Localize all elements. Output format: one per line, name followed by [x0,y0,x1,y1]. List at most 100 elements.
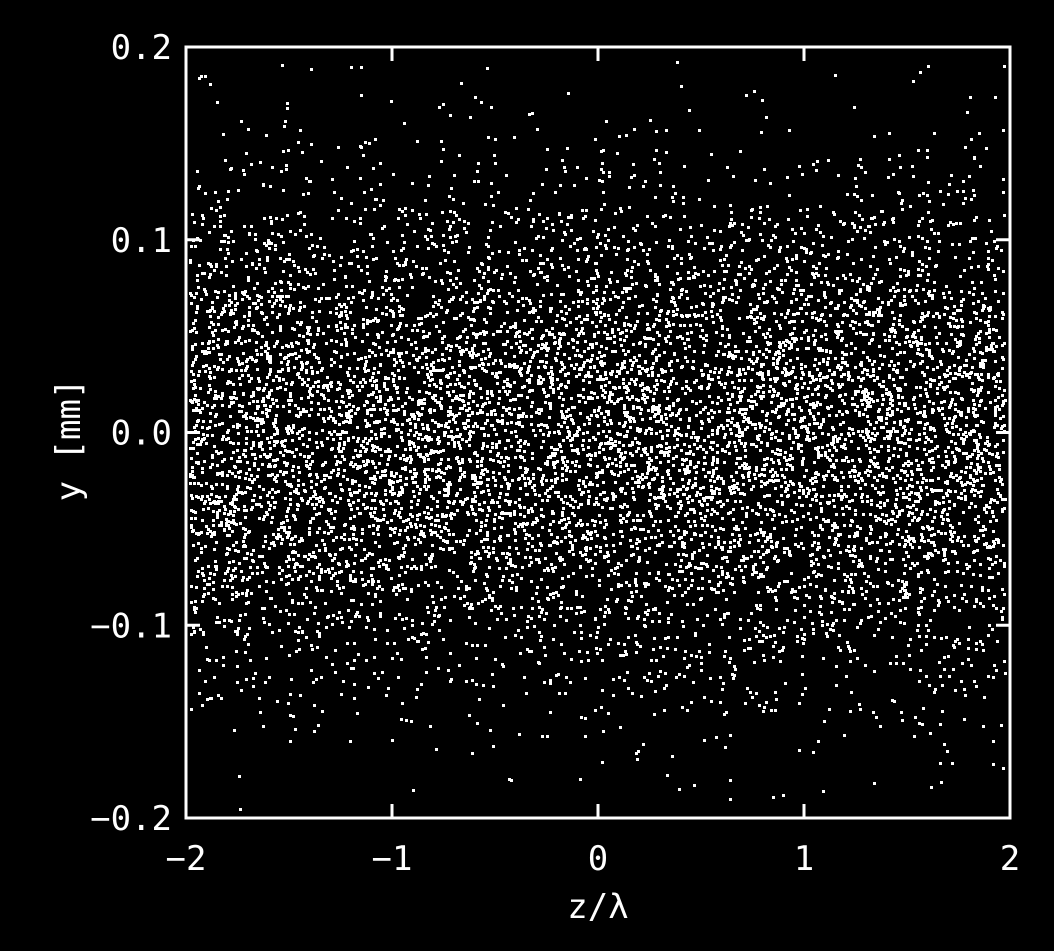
scatter-point [270,521,273,524]
scatter-point [920,342,923,345]
scatter-point [944,548,947,551]
scatter-point [772,645,775,648]
scatter-point [450,512,453,515]
scatter-point [777,405,780,408]
scatter-point [353,527,356,530]
scatter-point [365,492,368,495]
scatter-point [444,527,447,530]
scatter-point [332,469,335,472]
scatter-point [706,565,709,568]
scatter-point [194,559,197,562]
scatter-point [549,711,552,714]
scatter-point [805,347,808,350]
scatter-point [263,562,266,565]
scatter-point [956,326,959,329]
scatter-point [872,370,875,373]
scatter-point [995,247,998,250]
scatter-point [729,428,732,431]
scatter-point [997,492,1000,495]
scatter-point [276,405,279,408]
scatter-point [449,372,452,375]
scatter-point [318,527,321,530]
scatter-point [984,321,987,324]
scatter-point [603,354,606,357]
scatter-point [976,373,979,376]
scatter-point [711,492,714,495]
scatter-point [408,396,411,399]
scatter-point [586,318,589,321]
scatter-point [757,502,760,505]
scatter-point [909,506,912,509]
scatter-point [921,481,924,484]
scatter-point [521,566,524,569]
scatter-point [739,289,742,292]
scatter-point [505,302,508,305]
scatter-point [227,524,230,527]
scatter-point [987,675,990,678]
scatter-point [791,228,794,231]
scatter-point [446,494,449,497]
scatter-point [711,525,714,528]
scatter-point [748,336,751,339]
scatter-point [221,394,224,397]
scatter-point [288,450,291,453]
scatter-point [236,426,239,429]
scatter-point [458,154,461,157]
scatter-point [599,648,602,651]
scatter-point [939,190,942,193]
scatter-point [518,504,521,507]
scatter-point [403,122,406,125]
scatter-point [246,578,249,581]
scatter-point [595,302,598,305]
scatter-point [745,94,748,97]
scatter-point [538,561,541,564]
scatter-point [690,331,693,334]
scatter-point [398,377,401,380]
scatter-point [878,418,881,421]
scatter-point [401,210,404,213]
scatter-point [513,614,516,617]
scatter-point [903,583,906,586]
scatter-point [270,242,273,245]
scatter-point [262,488,265,491]
scatter-point [940,515,943,518]
scatter-point [972,478,975,481]
scatter-point [210,697,213,700]
scatter-point [599,546,602,549]
scatter-point [1002,400,1005,403]
scatter-point [467,251,470,254]
scatter-point [352,570,355,573]
scatter-point [563,563,566,566]
scatter-point [541,735,544,738]
scatter-point [853,224,856,227]
scatter-point [978,404,981,407]
scatter-point [265,590,268,593]
scatter-point [1004,672,1007,675]
scatter-point [720,245,723,248]
scatter-point [230,574,233,577]
scatter-point [800,450,803,453]
scatter-point [224,257,227,260]
scatter-point [415,567,418,570]
scatter-point [582,432,585,435]
scatter-point [702,408,705,411]
scatter-point [683,657,686,660]
scatter-point [805,400,808,403]
scatter-point [713,371,716,374]
scatter-point [561,159,564,162]
scatter-point [295,491,298,494]
scatter-point [214,329,217,332]
scatter-point [755,692,758,695]
scatter-point [299,453,302,456]
scatter-point [919,362,922,365]
scatter-point [929,383,932,386]
scatter-point [407,338,410,341]
scatter-point [401,554,404,557]
scatter-point [676,579,679,582]
scatter-point [309,180,312,183]
scatter-point [532,477,535,480]
scatter-point [574,470,577,473]
scatter-point [674,515,677,518]
scatter-point [544,557,547,560]
scatter-point [458,398,461,401]
